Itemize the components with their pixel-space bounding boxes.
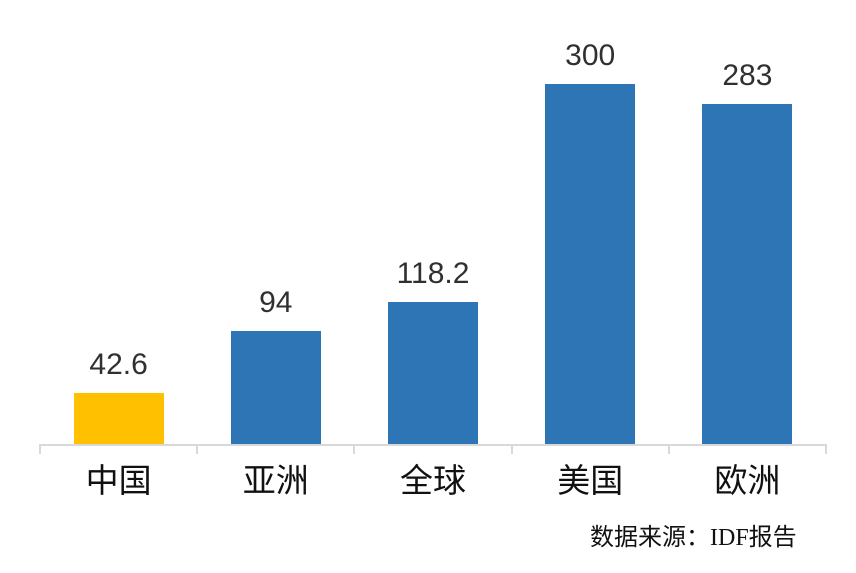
bar-value-label: 118.2 [396, 257, 470, 290]
x-axis-label: 美国 [557, 464, 624, 500]
x-axis-tick [39, 444, 41, 454]
x-axis-label: 欧洲 [714, 464, 781, 500]
bar-europe [702, 104, 793, 444]
x-axis-line [40, 444, 826, 446]
source-note: 数据来源：IDF报告 [590, 525, 797, 551]
x-axis-tick [825, 444, 827, 454]
x-axis-label: 中国 [85, 464, 152, 500]
x-axis-tick [667, 444, 670, 454]
bar-value-label: 300 [565, 39, 616, 72]
bar-asia [230, 331, 321, 444]
bar-value-label: 94 [259, 286, 293, 319]
x-axis-label: 全球 [400, 464, 466, 500]
x-axis-tick [510, 444, 513, 454]
x-axis-tick [353, 444, 356, 454]
bar-china [73, 393, 164, 444]
bar-value-label: 283 [722, 59, 773, 92]
bar-value-label: 42.6 [89, 348, 148, 381]
bar-usa [545, 84, 636, 444]
x-axis-tick [196, 444, 199, 454]
x-axis-label: 亚洲 [242, 464, 309, 500]
bar-global [388, 302, 478, 444]
